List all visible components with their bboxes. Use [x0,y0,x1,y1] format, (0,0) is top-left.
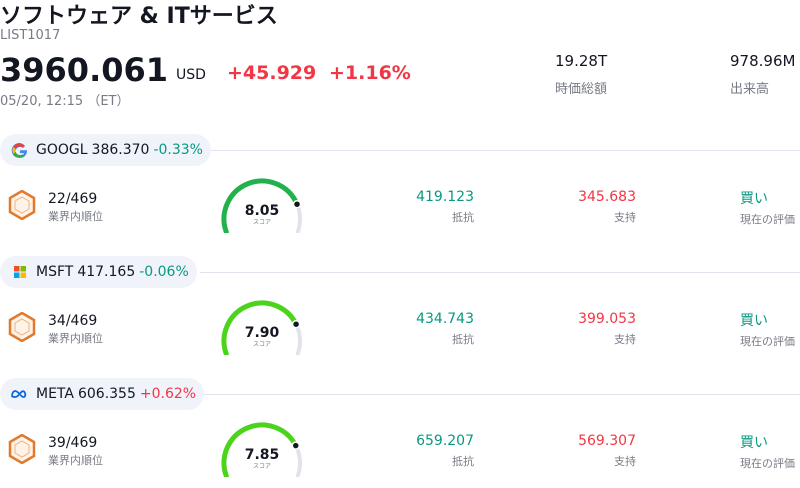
stock-price: 386.370 [91,142,150,158]
rating: 買い [740,191,768,207]
logo [11,390,27,398]
rank-label: 業界内順位 [48,210,103,223]
rank-label: 業界内順位 [48,454,103,467]
score: 8.05 [245,203,280,219]
support: 569.307 [578,433,636,449]
separator [200,150,800,151]
title: ソフトウェア & ITサービス [0,4,278,29]
stock-chip[interactable]: META 606.355 +0.62% [0,378,205,410]
timestamp: 05/20, 12:15 （ET） [0,94,130,109]
gauge-dot [292,199,302,209]
ticker: GOOGL [36,142,88,158]
logo [11,143,28,158]
stat-value: 19.28T [555,52,608,70]
rank-badge [8,312,36,342]
rating: 買い [740,435,768,451]
rank-badge [8,434,36,464]
gauge-dot [291,319,301,329]
rating: 買い [740,313,768,329]
score: 7.90 [245,325,280,341]
rating-label: 現在の評価 [740,335,795,348]
change-pct: +1.16% [329,62,411,84]
support: 399.053 [578,311,636,327]
gauge-fill [221,300,299,355]
resistance: 659.207 [416,433,474,449]
resistance: 419.123 [416,189,474,205]
rank-label: 業界内順位 [48,332,103,345]
resistance-label: 抵抗 [452,333,474,346]
gauge-fill [221,178,300,233]
rating-label: 現在の評価 [740,457,795,470]
support: 345.683 [578,189,636,205]
resistance-label: 抵抗 [452,211,474,224]
stat-value: 978.96M [730,52,796,70]
stock-change: -0.33% [153,142,203,158]
logo [14,266,26,278]
ticker: META [36,386,74,402]
gauge-dot [291,441,301,450]
price: 3960.061 [0,51,169,89]
rating-label: 現在の評価 [740,213,795,226]
code: LIST1017 [0,28,61,43]
separator [200,394,800,395]
score: 7.85 [245,447,280,463]
currency: USD [176,67,206,83]
separator [200,272,800,273]
stock-change: -0.06% [139,264,189,280]
stock-price: 606.355 [77,386,136,402]
change: +45.929 [227,62,317,84]
support-label: 支持 [614,455,636,468]
gauge-fill [221,422,299,477]
stock-chip[interactable]: MSFT 417.165 -0.06% [0,256,197,288]
resistance-label: 抵抗 [452,455,474,468]
score-label: スコア [253,219,271,226]
support-label: 支持 [614,211,636,224]
stat-label: 出来高 [730,82,770,97]
stock-price: 417.165 [77,264,136,280]
support-label: 支持 [614,333,636,346]
rank: 22/469 [48,191,98,207]
rank: 39/469 [48,435,98,451]
resistance: 434.743 [416,311,474,327]
rank-badge [8,190,36,220]
ticker: MSFT [36,264,74,280]
stat-label: 時価総額 [555,82,608,97]
stock-change: +0.62% [139,386,197,402]
rank: 34/469 [48,313,98,329]
stock-chip[interactable]: GOOGL 386.370 -0.33% [0,134,211,166]
score-label: スコア [253,341,271,348]
score-label: スコア [253,463,271,470]
